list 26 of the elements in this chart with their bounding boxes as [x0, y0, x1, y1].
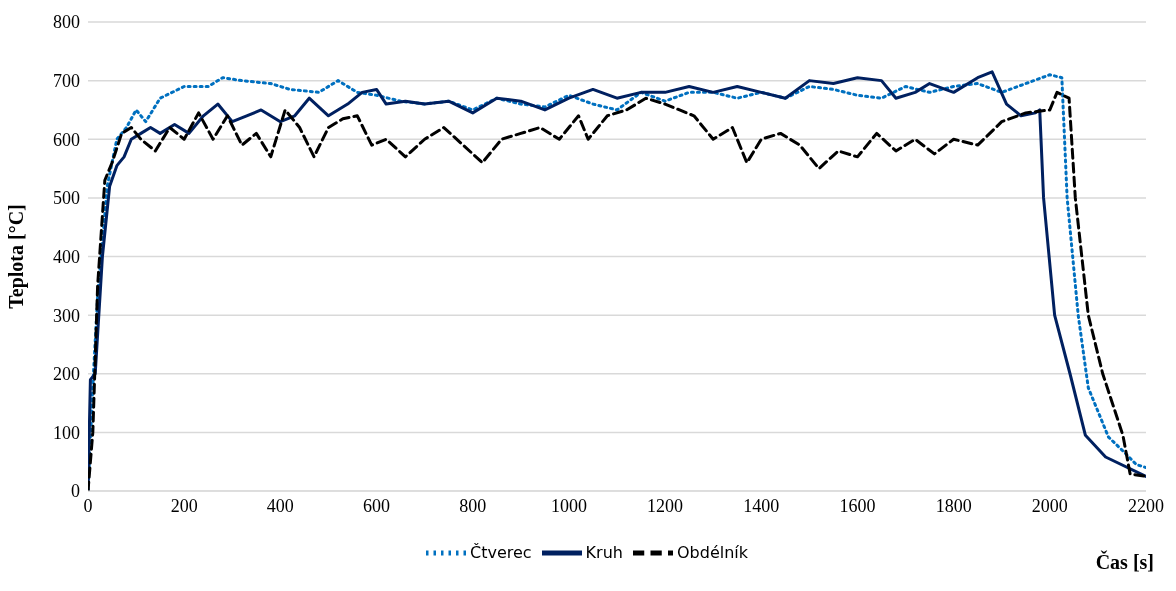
legend-label: Čtverec: [469, 542, 532, 562]
y-tick-label: 700: [53, 71, 80, 92]
x-tick-label: 0: [83, 495, 93, 516]
x-tick-label: 400: [266, 495, 294, 516]
legend-label: Obdélník: [676, 542, 749, 562]
y-tick-label: 100: [53, 422, 80, 443]
x-tick-label: 1600: [839, 495, 876, 516]
x-tick-label: 2000: [1031, 495, 1068, 516]
legend-label: Kruh: [585, 542, 623, 562]
y-tick-label: 800: [53, 12, 80, 33]
y-tick-label: 0: [71, 481, 80, 502]
x-tick-label: 600: [363, 495, 391, 516]
x-tick-label: 1000: [550, 495, 587, 516]
x-tick-label: 1200: [647, 495, 684, 516]
x-tick-label: 1800: [935, 495, 972, 516]
y-tick-label: 600: [53, 129, 80, 150]
y-tick-label: 200: [53, 364, 80, 385]
y-axis-title: Teplota [°C]: [5, 204, 29, 309]
y-tick-label: 300: [53, 305, 80, 326]
y-tick-label: 500: [53, 188, 80, 209]
y-tick-label: 400: [53, 246, 80, 267]
x-tick-label: 800: [459, 495, 487, 516]
x-tick-label: 2200: [1128, 495, 1164, 516]
x-tick-label: 200: [170, 495, 198, 516]
x-axis-title: Čas [s]: [1095, 550, 1154, 573]
x-tick-label: 1400: [743, 495, 780, 516]
